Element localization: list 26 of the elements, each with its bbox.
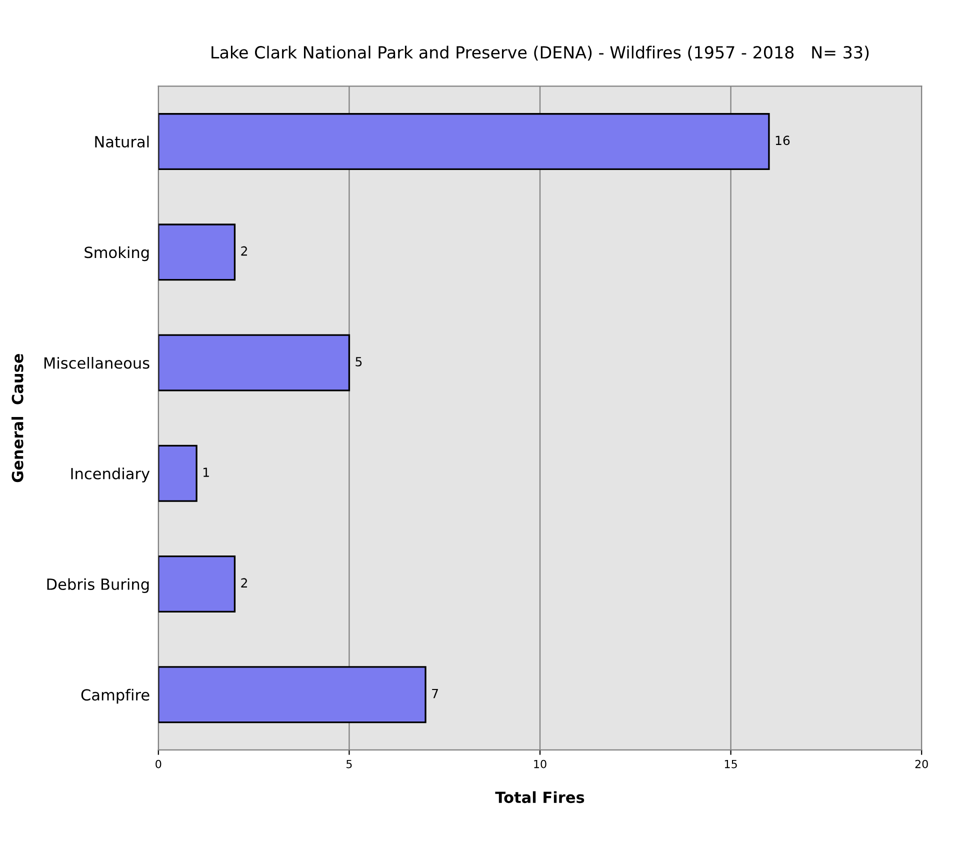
chart-title: Lake Clark National Park and Preserve (DENA) - Wildfires (1957 - 2018 N= 33)	[212, 46, 869, 61]
data-label: 2	[241, 578, 247, 588]
y-tick-label: Smoking	[84, 246, 149, 262]
bar	[158, 444, 198, 502]
y-tick-label: Campfire	[81, 688, 150, 704]
y-tick-label: Natural	[95, 136, 149, 148]
bar	[158, 224, 236, 281]
y-axis-title: General Cause	[12, 354, 24, 482]
x-tick-label: 20	[915, 760, 928, 768]
y-tick-label: Incendiary	[71, 468, 150, 482]
x-tick-label: 5	[346, 760, 352, 768]
bar	[158, 113, 770, 170]
x-tick-label: 10	[534, 760, 546, 768]
bar	[158, 334, 350, 392]
y-tick-label: Debris Buring	[47, 578, 149, 593]
y-tick-label: Miscellaneous	[44, 356, 150, 369]
data-label: 1	[203, 468, 209, 477]
x-tick-label: 15	[724, 760, 737, 768]
bar	[158, 556, 236, 612]
x-tick-label: 0	[156, 760, 162, 768]
data-label: 7	[432, 688, 438, 698]
x-axis-title: Total Fires	[495, 791, 584, 804]
data-label: 2	[241, 246, 247, 256]
data-label: 5	[356, 357, 362, 366]
data-label: 16	[776, 136, 790, 146]
bar	[158, 666, 426, 724]
